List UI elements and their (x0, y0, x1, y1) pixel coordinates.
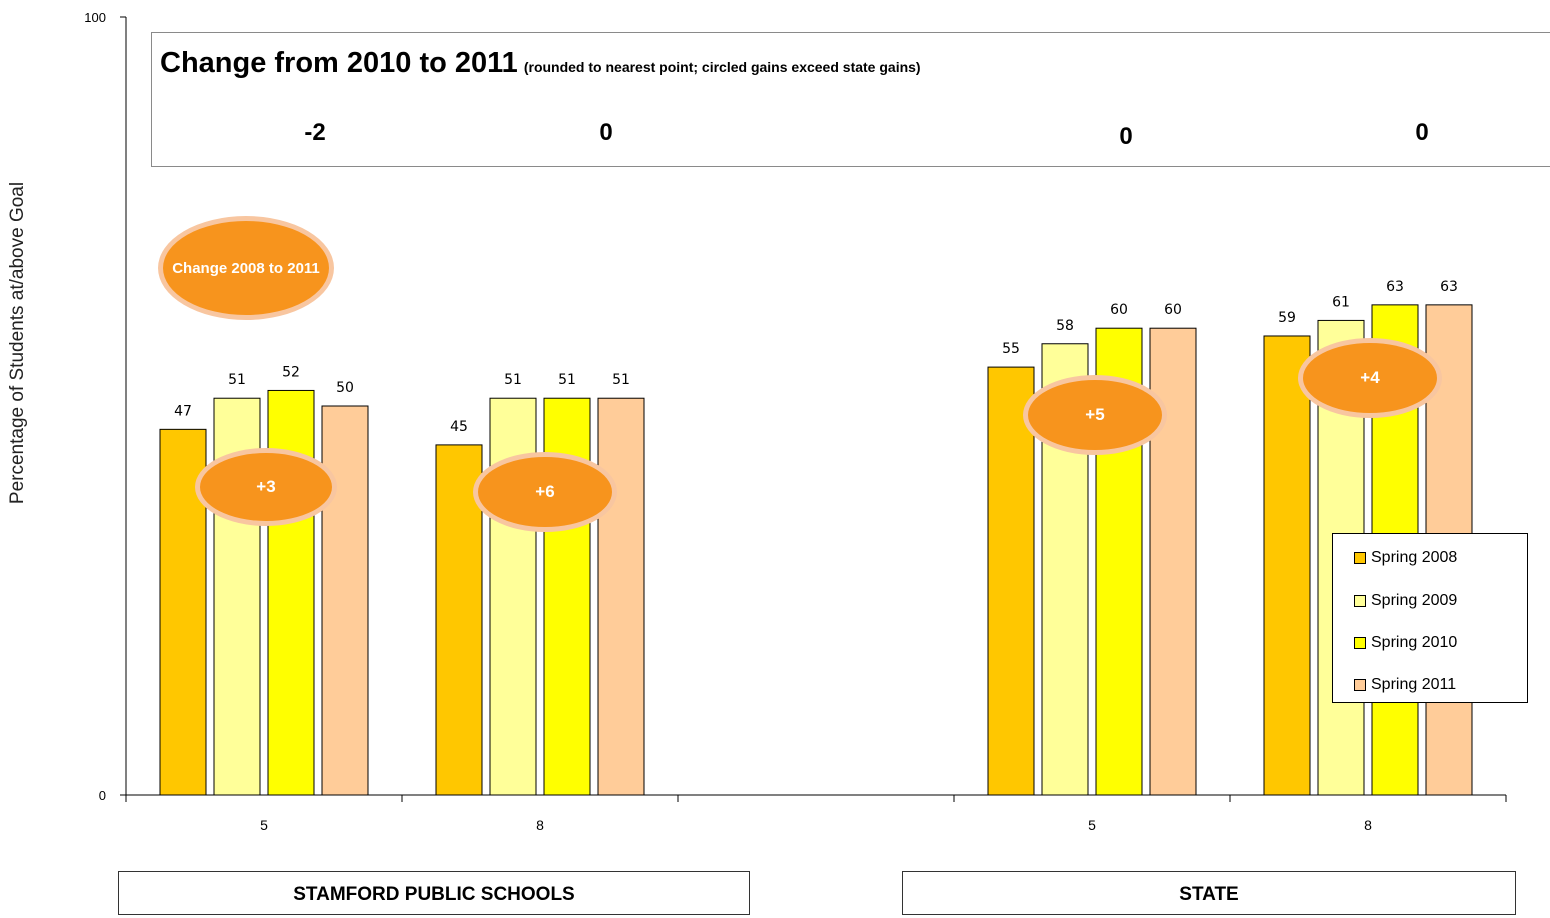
legend-label: Spring 2011 (1371, 676, 1457, 693)
change-key-label: Change 2008 to 2011 (172, 259, 320, 277)
data-label: 60 (1164, 302, 1182, 318)
bar (435, 444, 483, 796)
legend-swatch (1354, 679, 1366, 691)
x-tick-label: 5 (260, 817, 268, 833)
change-badge-label: +4 (1360, 368, 1380, 387)
change-badge-label: +5 (1085, 405, 1105, 424)
bar (321, 405, 369, 796)
change-value: 0 (1119, 123, 1133, 150)
change-badge: +4 (1298, 338, 1442, 418)
data-label: 51 (612, 372, 630, 388)
x-tick-label: 8 (1364, 817, 1372, 833)
change-value: 0 (599, 119, 613, 146)
data-label: 58 (1056, 318, 1074, 334)
data-label: 51 (504, 372, 522, 388)
y-axis-label: Percentage of Students at/above Goal (7, 181, 28, 505)
data-label: 63 (1440, 279, 1458, 295)
data-label: 51 (228, 372, 246, 388)
change-badge-label: +6 (535, 482, 555, 501)
legend-swatch (1354, 637, 1366, 649)
data-label: 51 (558, 372, 576, 388)
bar (597, 397, 645, 796)
legend-swatch (1354, 552, 1366, 564)
y-tick-label: 100 (84, 10, 106, 25)
y-tick-label: 0 (99, 788, 106, 803)
change-summary-box: Change from 2010 to 2011 (rounded to near… (151, 32, 1550, 167)
legend-item: Spring 2009 (1354, 592, 1458, 610)
data-label: 52 (282, 364, 300, 380)
change-note: (rounded to nearest point; circled gains… (523, 59, 921, 75)
group-label: STAMFORD PUBLIC SCHOOLS (293, 884, 575, 905)
data-label: 61 (1332, 294, 1350, 310)
legend-item: Spring 2011 (1354, 676, 1457, 694)
change-value: 0 (1415, 119, 1429, 146)
data-label: 59 (1278, 310, 1296, 326)
data-label: 50 (336, 380, 354, 396)
legend-swatch (1354, 595, 1366, 607)
bar (987, 366, 1035, 796)
change-title: Change from 2010 to 2011 (160, 47, 518, 79)
data-label: 63 (1386, 279, 1404, 295)
change-value: -2 (304, 119, 326, 146)
legend-item: Spring 2008 (1354, 549, 1458, 567)
legend: Spring 2008 Spring 2009 Spring 2010 Spri… (1332, 533, 1528, 703)
group-label: STATE (1179, 884, 1239, 905)
data-label: 55 (1002, 341, 1020, 357)
data-label: 45 (450, 419, 468, 435)
legend-label: Spring 2010 (1371, 634, 1458, 651)
change-summary-title: Change from 2010 to 2011 (rounded to near… (160, 47, 921, 80)
group-label-box: STAMFORD PUBLIC SCHOOLS (118, 871, 750, 915)
y-axis-label-wrap: Percentage of Students at/above Goal (4, 0, 32, 914)
data-label: 60 (1110, 302, 1128, 318)
x-tick-label: 5 (1088, 817, 1096, 833)
change-badge: +5 (1023, 375, 1167, 455)
change-badge: +3 (195, 448, 337, 526)
x-tick-label: 8 (536, 817, 544, 833)
change-badge: +6 (473, 452, 617, 532)
bar (1263, 335, 1311, 796)
legend-item: Spring 2010 (1354, 634, 1458, 652)
change-key-badge: Change 2008 to 2011 (158, 216, 334, 320)
change-badge-label: +3 (256, 477, 276, 496)
legend-label: Spring 2009 (1371, 592, 1458, 609)
data-label: 47 (174, 403, 192, 419)
legend-label: Spring 2008 (1371, 549, 1458, 566)
group-label-box: STATE (902, 871, 1516, 915)
